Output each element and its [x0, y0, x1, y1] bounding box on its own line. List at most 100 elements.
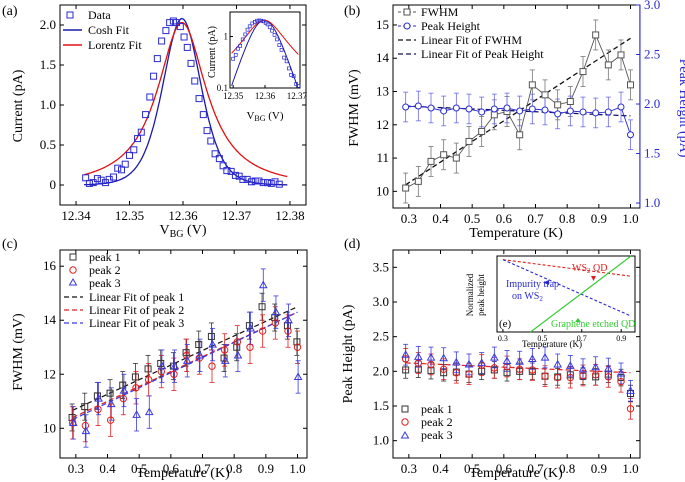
peak-height-point: [617, 103, 625, 111]
legend-fwhm-marker: [403, 8, 411, 16]
point-d-peak1: [617, 374, 625, 382]
peak-height-point: [440, 107, 448, 115]
point-d-peak3: [502, 356, 512, 365]
inset-e-xtick-label-3: 0.9: [616, 334, 626, 343]
pc-xtick-label-6: 0.9: [258, 461, 274, 476]
point-peak3: [195, 350, 205, 359]
point-peak2: [284, 327, 292, 335]
point-peak3: [94, 393, 103, 402]
panel-c-y-axis-label: FWHM (mV): [11, 313, 26, 391]
panel-c: (c) FWHM (mV) Temperature (K) 0.3 0.4 0.5 0…: [2, 237, 308, 481]
legend-c-fit3-label: Linear Fit of peak 3: [89, 316, 184, 330]
point-d-peak2: [604, 373, 613, 381]
pa-xtick-label-0: 12.34: [61, 208, 91, 223]
errbar-peak3: [286, 303, 292, 337]
data-point-a: [173, 19, 181, 27]
inset-e-impurity-label-1: Impurity trap: [506, 279, 559, 290]
peak-height-point: [516, 107, 524, 115]
point-peak3: [258, 280, 268, 289]
point-d-peak3: [489, 352, 499, 361]
errbar-peak3: [273, 295, 279, 329]
point-d-peak3: [401, 350, 411, 358]
pc-xtick-label-5: 0.8: [226, 461, 242, 476]
inset-data-point: [294, 82, 299, 86]
inset-a-ytick-label-1: 1: [224, 32, 229, 42]
point-peak3: [68, 418, 78, 426]
data-point-a: [134, 135, 142, 143]
point-peak2: [233, 338, 242, 346]
pc-xtick-label-2: 0.5: [131, 461, 147, 476]
panel-d-legend: peak 1 peak 2 peak 3: [400, 402, 453, 442]
inset-e-impurity-arrow: [543, 280, 549, 285]
errbar-peak1: [294, 327, 300, 356]
point-peak2: [293, 343, 302, 351]
fwhm-point: [592, 31, 600, 39]
pc-xtick-label-0: 0.3: [68, 461, 84, 476]
point-peak1: [93, 392, 101, 400]
data-point-a: [199, 111, 207, 119]
data-point-a: [255, 177, 263, 185]
panel-a-inset: Current (pA) VBG (V) 12.35 12.36 12.37 0.1 1: [207, 11, 307, 123]
fwhm-point: [402, 184, 410, 192]
legend-data-label: Data: [88, 8, 111, 22]
point-d-peak3: [603, 363, 613, 372]
point-d-peak2: [553, 373, 562, 382]
inset-data-point: [231, 56, 236, 61]
pc-ytick-label-2: 14: [43, 312, 57, 327]
inset-data-point: [236, 46, 240, 51]
point-peak2: [94, 405, 102, 414]
point-peak2: [132, 384, 140, 392]
pb-xtick-label-6: 0.9: [591, 211, 607, 226]
panel-a-x-axis-label: VBG (V): [160, 223, 207, 240]
point-peak1: [245, 322, 253, 330]
data-point-a: [183, 43, 191, 51]
pc-xtick-label-7: 1.0: [289, 461, 305, 476]
point-peak1: [195, 341, 203, 349]
peak-height-point: [566, 107, 574, 115]
errbar-peak3: [295, 360, 301, 394]
pd-xtick-label-2: 0.5: [464, 461, 480, 476]
peak-height-point: [414, 102, 422, 110]
data-point-a: [223, 167, 231, 175]
pb-ytick-label-4: 14: [376, 50, 390, 65]
errbar-peak3: [260, 268, 266, 302]
point-peak3: [144, 407, 154, 416]
errbar-peak3: [70, 406, 76, 440]
peak-height-point: [554, 110, 562, 118]
fwhm-point: [516, 131, 524, 139]
legend-fit-height-label: Linear Fit of Peak Height: [421, 47, 544, 61]
point-peak2: [258, 327, 267, 335]
data-point-a: [203, 127, 211, 135]
pc-ytick-label-0: 10: [43, 420, 56, 435]
peak-height-point: [402, 103, 410, 111]
point-peak1: [144, 365, 152, 373]
inset-data-point: [282, 55, 286, 60]
data-point-a: [146, 93, 154, 101]
panel-a-y-axis-label: Current (pA): [11, 69, 26, 142]
pa-ytick-label-2: 1.0: [40, 97, 56, 112]
point-d-peak2: [617, 378, 625, 386]
panel-c-frame: [59, 249, 308, 459]
panel-b: (b) FWHM (mV) Peak Height (pA) Temperatu…: [344, 0, 685, 241]
pd-ytick-label-1: 1.5: [373, 398, 389, 413]
pc-xtick-label-3: 0.6: [163, 461, 180, 476]
pb-xtick-label-0: 0.3: [401, 211, 417, 226]
legend-c-peak2-label: peak 2: [89, 263, 121, 277]
pa-xtick-label-4: 12.38: [275, 208, 304, 223]
data-point-a: [251, 177, 259, 185]
data-point-a: [85, 179, 93, 187]
fwhm-point: [579, 68, 587, 76]
point-d-peak2: [591, 371, 600, 379]
panel-c-x-axis-label: Temperature (K): [136, 466, 230, 481]
inset-e-panel-label: (e): [499, 318, 512, 330]
errbar-peak3: [146, 395, 152, 429]
pb-rtick-label-4: 3.0: [644, 0, 660, 12]
inset-data-point: [287, 66, 291, 71]
point-d-peak2: [427, 360, 435, 369]
legend-d-peak2-label: peak 2: [421, 415, 453, 429]
pc-ytick-label-3: 16: [43, 258, 57, 273]
pc-ytick-label-1: 12: [43, 366, 56, 381]
errbar-peak1: [284, 311, 290, 340]
pd-ytick-label-4: 3.0: [373, 294, 389, 309]
legend-cosh-label: Cosh Fit: [88, 23, 130, 37]
